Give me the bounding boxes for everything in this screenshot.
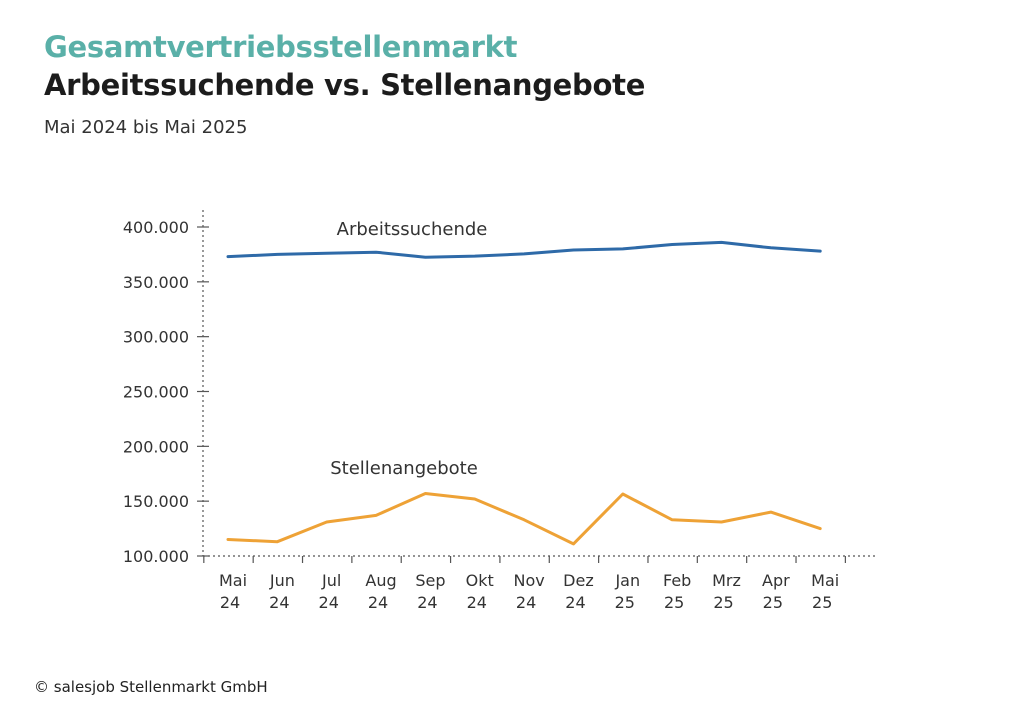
x-tick-label-month: Apr — [762, 571, 790, 590]
x-tick-label-month: Dez — [563, 571, 594, 590]
x-tick-label-month: Mai — [811, 571, 839, 590]
x-tick-label-month: Jun — [269, 571, 295, 590]
x-tick-label-month: Mai — [219, 571, 247, 590]
x-tick-label-year: 24 — [467, 593, 487, 612]
x-tick-label-year: 25 — [763, 593, 783, 612]
x-tick-label-month: Okt — [466, 571, 494, 590]
x-tick-label-year: 25 — [615, 593, 635, 612]
x-tick-label-year: 24 — [220, 593, 240, 612]
chart-axes: 100.000 150.000 200.000 250.000 300.000 350.0… — [123, 210, 878, 612]
y-tick-label: 350.000 — [123, 273, 189, 292]
series-line-stellenangebote — [226, 492, 822, 546]
x-tick-label-year: 24 — [516, 593, 536, 612]
y-tick-label: 400.000 — [123, 218, 189, 237]
copyright-footer: © salesjob Stellenmarkt GmbH — [34, 678, 268, 696]
x-tick-label-year: 24 — [565, 593, 585, 612]
series-label-stellenangebote: Stellenangebote — [330, 458, 478, 479]
x-tick-label-year: 25 — [664, 593, 684, 612]
x-tick-label-month: Feb — [663, 571, 691, 590]
x-tick-label-month: Sep — [415, 571, 445, 590]
x-tick-label-year: 24 — [319, 593, 339, 612]
y-tick-label: 300.000 — [123, 328, 189, 347]
x-tick-label-month: Jul — [321, 571, 341, 590]
x-tick-label-month: Jan — [614, 571, 640, 590]
chart-labels: Arbeitssuchende Stellenangebote — [330, 219, 487, 479]
chart-title: Gesamtvertriebsstellenmarkt — [44, 30, 518, 64]
x-tick-label-year: 25 — [713, 593, 733, 612]
y-tick-label: 150.000 — [123, 492, 189, 511]
x-tick-label-month: Nov — [513, 571, 544, 590]
y-tick-label: 200.000 — [123, 437, 189, 456]
chart-subtitle-title: Arbeitssuchende vs. Stellenangebote — [44, 68, 646, 102]
x-tick-label-year: 24 — [417, 593, 437, 612]
series-line-arbeitssuchende — [226, 240, 822, 259]
chart-series — [226, 240, 822, 546]
x-tick-label-year: 25 — [812, 593, 832, 612]
chart-period: Mai 2024 bis Mai 2025 — [44, 117, 248, 138]
x-tick-label-month: Aug — [365, 571, 396, 590]
x-tick-label-month: Mrz — [712, 571, 741, 590]
y-tick-label: 250.000 — [123, 383, 189, 402]
x-tick-label-year: 24 — [269, 593, 289, 612]
y-tick-label: 100.000 — [123, 547, 189, 566]
series-label-arbeitssuchende: Arbeitssuchende — [337, 219, 488, 240]
x-tick-label-year: 24 — [368, 593, 388, 612]
